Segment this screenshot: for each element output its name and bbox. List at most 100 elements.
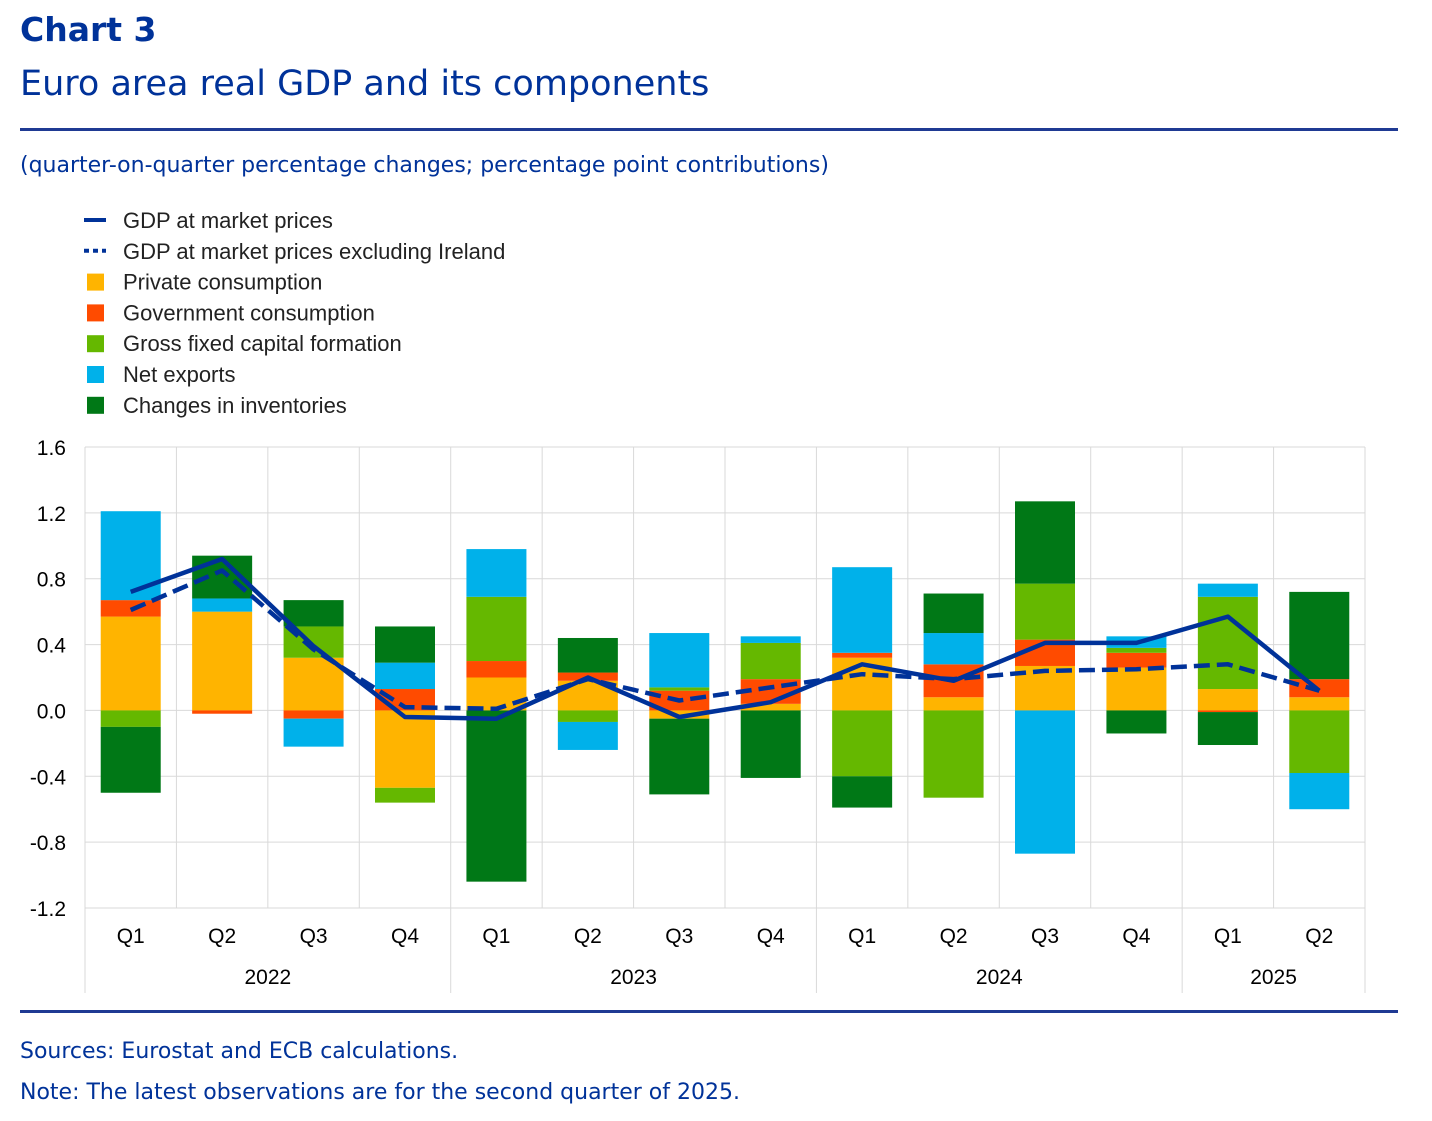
y-axis: 1.6 1.2 0.8 0.4 0.0 -0.4 -0.8 -1.2 <box>30 437 67 921</box>
bar-segment-private_consumption <box>466 677 527 711</box>
bar-segment-inventories <box>1289 591 1350 680</box>
chart-subtitle: (quarter-on-quarter percentage changes; … <box>20 153 829 178</box>
sources-note: Sources: Eurostat and ECB calculations. <box>20 1039 459 1064</box>
bar-segment-government_consumption <box>466 661 527 678</box>
bar-segment-government_consumption <box>1197 710 1258 713</box>
x-tick-label: Q1 <box>482 925 510 948</box>
bar-segment-gfcf <box>923 710 984 798</box>
bar-segment-gfcf <box>466 596 527 662</box>
y-tick-label: -0.8 <box>30 832 66 855</box>
bar-segment-private_consumption <box>1197 689 1258 711</box>
legend: GDP at market prices GDP at market prices… <box>84 208 505 418</box>
bar-segment-gfcf <box>1106 647 1167 653</box>
x-tick-label: Q4 <box>1122 925 1150 948</box>
top-divider <box>20 128 1398 131</box>
bar-segment-net_exports <box>1197 583 1258 597</box>
bar-segment-net_exports <box>375 662 435 690</box>
bar-segment-net_exports <box>923 633 984 665</box>
year-label: 2022 <box>244 966 291 989</box>
bar-segment-private_consumption <box>923 697 984 711</box>
legend-label-net_exports: Net exports <box>123 362 236 387</box>
bar-segment-inventories <box>832 776 893 808</box>
bar-segment-inventories <box>740 710 801 778</box>
bar-segment-gfcf <box>100 710 161 727</box>
bar-segment-inventories <box>466 710 527 882</box>
x-tick-label: Q1 <box>117 925 145 948</box>
y-tick-label: 0.8 <box>37 569 66 592</box>
y-tick-label: -1.2 <box>30 898 66 921</box>
legend-label-government_consumption: Government consumption <box>123 300 375 325</box>
bar-segment-government_consumption <box>283 710 344 719</box>
legend-swatch-inventories <box>87 396 104 414</box>
bar-segment-net_exports <box>649 633 710 688</box>
bottom-divider <box>20 1010 1398 1013</box>
x-tick-label: Q3 <box>1031 925 1059 948</box>
bar-segment-government_consumption <box>1106 652 1167 668</box>
year-label: 2023 <box>610 966 657 989</box>
bar-segment-private_consumption <box>100 616 161 711</box>
gdp-lines <box>129 556 1321 721</box>
bar-segment-gfcf <box>649 687 710 691</box>
year-label: 2024 <box>976 966 1023 989</box>
bar-segment-private_consumption <box>1289 697 1350 711</box>
bar-segment-private_consumption <box>1106 667 1167 711</box>
legend-swatch-gfcf <box>87 335 104 353</box>
y-tick-label: -0.4 <box>30 766 67 789</box>
x-tick-label: Q3 <box>300 925 328 948</box>
bar-segment-inventories <box>1015 501 1075 584</box>
bar-segment-gfcf <box>557 710 618 722</box>
y-tick-label: 0.4 <box>37 635 67 658</box>
bar-segment-net_exports <box>832 567 893 653</box>
legend-label-gdp_ex_ie: GDP at market prices excluding Ireland <box>123 239 505 264</box>
x-axis: Q1 Q2 Q3 Q4 Q1 Q2 Q3 Q4 Q1 Q2 Q3 Q4 Q1 Q2 2022 2023 2024… <box>84 447 1366 993</box>
bar-segment-gfcf <box>375 787 435 803</box>
y-tick-label: 0.0 <box>37 700 66 723</box>
x-tick-label: Q2 <box>574 925 602 948</box>
chart-label: Chart 3 <box>20 10 157 49</box>
bar-segment-net_exports <box>1015 710 1075 854</box>
x-tick-label: Q3 <box>665 925 693 948</box>
bar-segment-inventories <box>1106 710 1167 734</box>
bar-segment-gfcf <box>832 710 893 777</box>
bar-segment-inventories <box>649 718 710 795</box>
x-tick-label: Q4 <box>757 925 785 948</box>
x-tick-label: Q2 <box>1305 925 1333 948</box>
year-label: 2025 <box>1250 966 1297 989</box>
bar-segment-inventories <box>375 626 435 663</box>
legend-swatch-net_exports <box>87 366 104 383</box>
x-tick-label: Q1 <box>848 925 876 948</box>
x-tick-label: Q2 <box>208 925 236 948</box>
x-tick-label: Q2 <box>940 925 968 948</box>
bar-segment-gfcf <box>1289 710 1350 773</box>
y-tick-label: 1.6 <box>37 437 66 460</box>
gridlines <box>84 446 1366 909</box>
legend-label-private_consumption: Private consumption <box>123 270 322 295</box>
latest-observation-note: Note: The latest observations are for th… <box>20 1080 740 1105</box>
bar-segment-net_exports <box>557 721 618 750</box>
bar-segment-net_exports <box>466 549 527 597</box>
bar-segment-net_exports <box>192 598 253 612</box>
bar-segment-government_consumption <box>832 652 893 658</box>
stacked-bars <box>100 501 1350 882</box>
bar-segment-government_consumption <box>192 710 253 714</box>
bar-segment-inventories <box>283 600 344 627</box>
legend-label-gdp: GDP at market prices <box>123 208 333 233</box>
bar-segment-net_exports <box>100 511 161 601</box>
bar-segment-inventories <box>100 726 161 793</box>
bar-segment-private_consumption <box>283 657 344 711</box>
bar-segment-private_consumption <box>375 710 435 788</box>
chart-title: Euro area real GDP and its components <box>20 64 710 104</box>
bar-segment-gfcf <box>740 642 801 680</box>
legend-label-gfcf: Gross fixed capital formation <box>123 331 402 356</box>
legend-label-inventories: Changes in inventories <box>123 393 347 418</box>
bar-segment-net_exports <box>283 718 344 747</box>
x-tick-label: Q4 <box>391 925 419 948</box>
bar-segment-inventories <box>923 593 984 634</box>
bar-segment-inventories <box>1197 712 1258 746</box>
legend-swatch-private_consumption <box>87 273 104 291</box>
bar-segment-net_exports <box>740 636 801 643</box>
bar-segment-net_exports <box>1289 772 1350 810</box>
bar-segment-private_consumption <box>740 703 801 711</box>
legend-swatch-government_consumption <box>87 304 104 322</box>
